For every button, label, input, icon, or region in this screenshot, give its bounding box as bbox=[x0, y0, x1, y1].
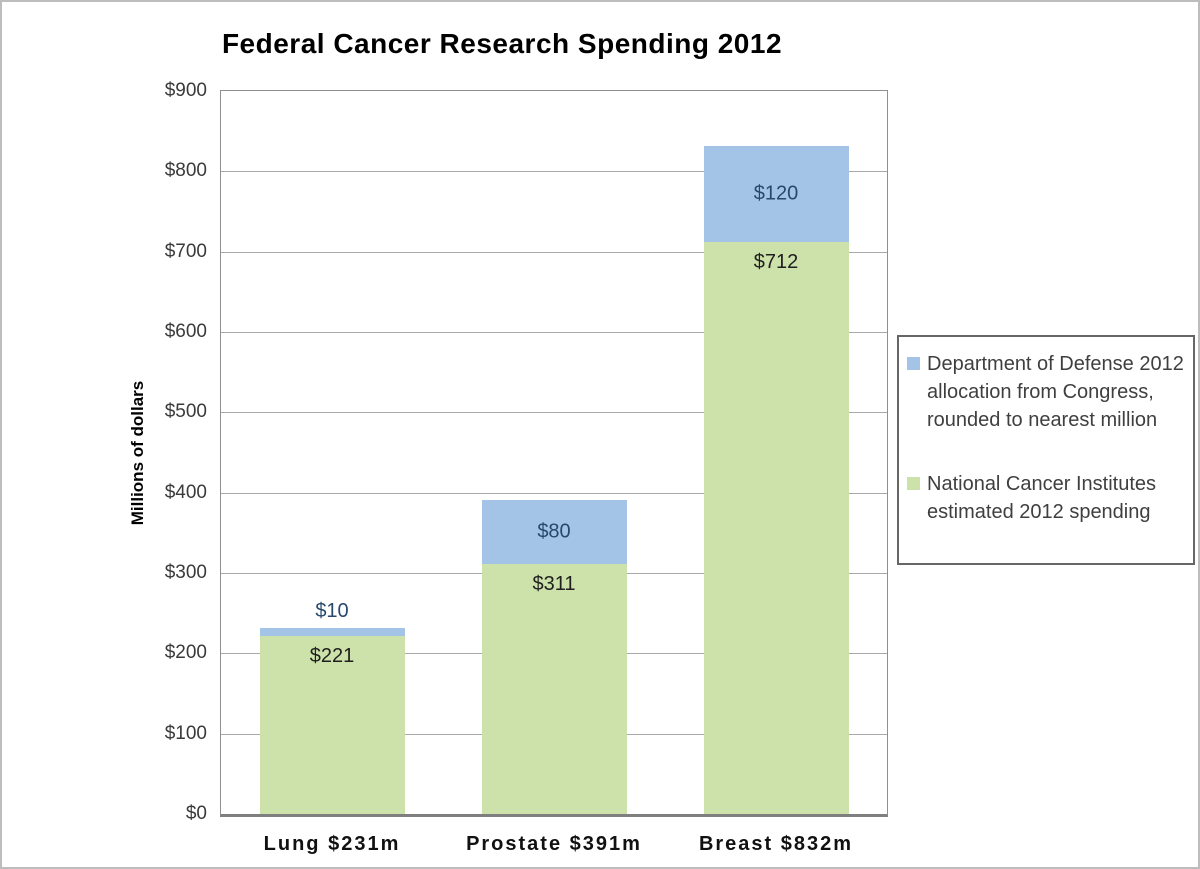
y-tick-label: $500 bbox=[164, 401, 207, 422]
legend-item-dod: Department of Defense 2012 allocation fr… bbox=[907, 350, 1185, 434]
y-tick-label: $900 bbox=[164, 80, 207, 101]
bar-segment bbox=[481, 499, 627, 565]
gridline bbox=[221, 412, 887, 414]
y-tick-label: $100 bbox=[164, 723, 207, 744]
gridline bbox=[221, 251, 887, 253]
bar-segment bbox=[703, 145, 849, 243]
y-tick-label: $700 bbox=[164, 241, 207, 262]
legend-label-dod: Department of Defense 2012 allocation fr… bbox=[927, 353, 1184, 431]
legend-label-nci: National Cancer Institutes estimated 201… bbox=[927, 473, 1157, 523]
y-tick-label: $600 bbox=[164, 321, 207, 342]
bar-value-label: $311 bbox=[532, 573, 576, 596]
plot-area: $221 $10 $311 $80 $712 $120 bbox=[220, 90, 888, 817]
legend-item-nci: National Cancer Institutes estimated 201… bbox=[907, 470, 1185, 526]
bar-value-label: $221 bbox=[309, 645, 355, 668]
bar-value-label: $120 bbox=[753, 182, 799, 205]
legend-swatch-dod-icon bbox=[907, 357, 920, 370]
chart-title: Federal Cancer Research Spending 2012 bbox=[221, 28, 783, 59]
bar-segment bbox=[259, 628, 405, 637]
bar-segment bbox=[259, 636, 405, 814]
bar-segment bbox=[481, 564, 627, 814]
gridline bbox=[221, 492, 887, 494]
y-tick-label: $800 bbox=[164, 160, 207, 181]
y-tick-label: $0 bbox=[185, 803, 207, 824]
x-category-label: Breast $832m bbox=[698, 833, 854, 855]
bar-value-label: $10 bbox=[315, 600, 349, 623]
x-category-label: Prostate $391m bbox=[466, 833, 642, 855]
y-tick-label: $200 bbox=[164, 642, 207, 663]
bar-value-label: $80 bbox=[537, 520, 571, 543]
gridline bbox=[221, 332, 887, 333]
legend-swatch-nci-icon bbox=[907, 477, 920, 490]
y-tick-label: $400 bbox=[164, 482, 207, 503]
y-tick-label: $300 bbox=[164, 562, 207, 583]
gridline bbox=[221, 171, 887, 173]
bar-value-label: $712 bbox=[753, 251, 799, 274]
legend: Department of Defense 2012 allocation fr… bbox=[897, 335, 1195, 565]
bar-segment bbox=[703, 242, 849, 814]
x-category-label: Lung $231m bbox=[263, 833, 401, 855]
